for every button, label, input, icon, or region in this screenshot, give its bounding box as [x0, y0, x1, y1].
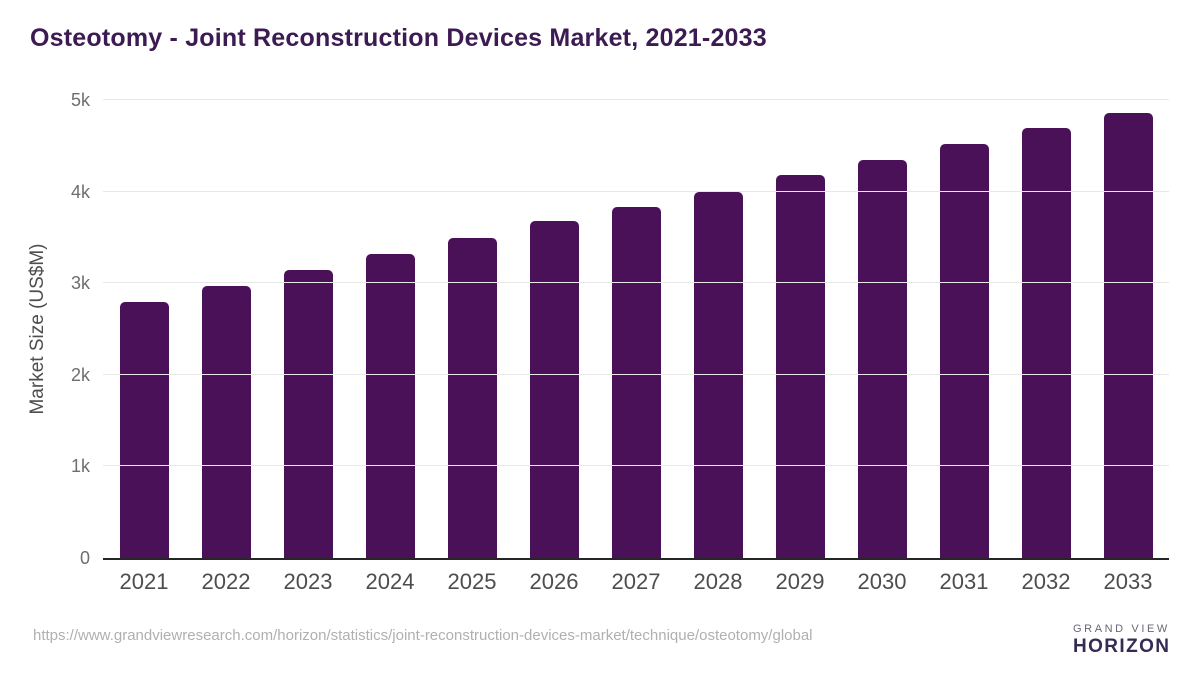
- x-tick-2030: 2030: [857, 569, 907, 594]
- y-tick-labels: 0 1k 2k 3k 4k 5k: [0, 91, 90, 567]
- bar-series: [103, 100, 1169, 558]
- gridline-4k: [103, 190, 1169, 192]
- bar-slot-2028: [677, 100, 759, 558]
- logo-text-horizon: HORIZON: [1073, 636, 1171, 657]
- bar-slot-2027: [595, 100, 677, 558]
- y-tick-2k: 2k: [70, 364, 90, 385]
- x-tick-2027: 2027: [611, 569, 661, 594]
- bar-2025[interactable]: [447, 238, 497, 558]
- bar-slot-2033: [1087, 100, 1169, 558]
- grand-view-horizon-logo: GRAND VIEW HORIZON: [1020, 618, 1170, 662]
- y-tick-4k: 4k: [70, 181, 90, 202]
- icon-reflection-line-1: [1033, 643, 1051, 647]
- bar-slot-2024: [349, 100, 431, 558]
- bar-slot-2025: [431, 100, 513, 558]
- bar-2027[interactable]: [611, 207, 661, 558]
- x-tick-2026: 2026: [529, 569, 579, 594]
- bar-2030[interactable]: [857, 159, 907, 558]
- logo-text: GRAND VIEW HORIZON: [1073, 623, 1170, 657]
- y-tick-1k: 1k: [70, 456, 90, 477]
- x-tick-2024: 2024: [365, 569, 415, 594]
- bar-2031[interactable]: [939, 143, 989, 558]
- x-tick-labels: 2021 2022 2023 2024 2025 2026 2027 2028 2029 2030…: [103, 569, 1169, 595]
- y-tick-5k: 5k: [70, 90, 90, 110]
- x-tick-2022: 2022: [201, 569, 251, 594]
- x-tick-2028: 2028: [693, 569, 743, 594]
- bar-2024[interactable]: [365, 253, 415, 558]
- plot-area: [103, 99, 1169, 560]
- gridline-3k: [103, 282, 1169, 284]
- bar-slot-2029: [759, 100, 841, 558]
- bar-2021[interactable]: [119, 301, 169, 558]
- logo-text-grand-view: GRAND VIEW: [1073, 623, 1170, 635]
- y-tick-3k: 3k: [70, 273, 90, 294]
- bar-2026[interactable]: [529, 220, 579, 558]
- source-url: https://www.grandviewresearch.com/horizo…: [33, 627, 813, 644]
- x-tick-2025: 2025: [447, 569, 497, 594]
- bar-2033[interactable]: [1103, 112, 1153, 558]
- bar-slot-2022: [185, 100, 267, 558]
- bar-2022[interactable]: [201, 285, 251, 558]
- bar-slot-2032: [1005, 100, 1087, 558]
- bar-slot-2021: [103, 100, 185, 558]
- x-tick-2021: 2021: [119, 569, 169, 594]
- bar-slot-2030: [841, 100, 923, 558]
- x-tick-2023: 2023: [283, 569, 333, 594]
- x-tick-2032: 2032: [1021, 569, 1071, 594]
- bar-2023[interactable]: [283, 270, 333, 558]
- bar-slot-2026: [513, 100, 595, 558]
- icon-reflection-line-2: [1037, 649, 1047, 653]
- bar-slot-2023: [267, 100, 349, 558]
- x-tick-2029: 2029: [775, 569, 825, 594]
- x-tick-2033: 2033: [1103, 569, 1153, 594]
- bar-slot-2031: [923, 100, 1005, 558]
- horizon-sunrise-icon: [1020, 618, 1064, 662]
- icon-sun-dome: [1032, 630, 1052, 640]
- chart-title: Osteotomy - Joint Reconstruction Devices…: [30, 24, 767, 52]
- y-tick-0: 0: [79, 548, 90, 568]
- bar-2029[interactable]: [775, 175, 825, 558]
- gridline-5k: [103, 99, 1169, 100]
- gridline-2k: [103, 373, 1169, 375]
- x-tick-2031: 2031: [939, 569, 989, 594]
- bar-2032[interactable]: [1021, 128, 1071, 558]
- gridline-1k: [103, 465, 1169, 467]
